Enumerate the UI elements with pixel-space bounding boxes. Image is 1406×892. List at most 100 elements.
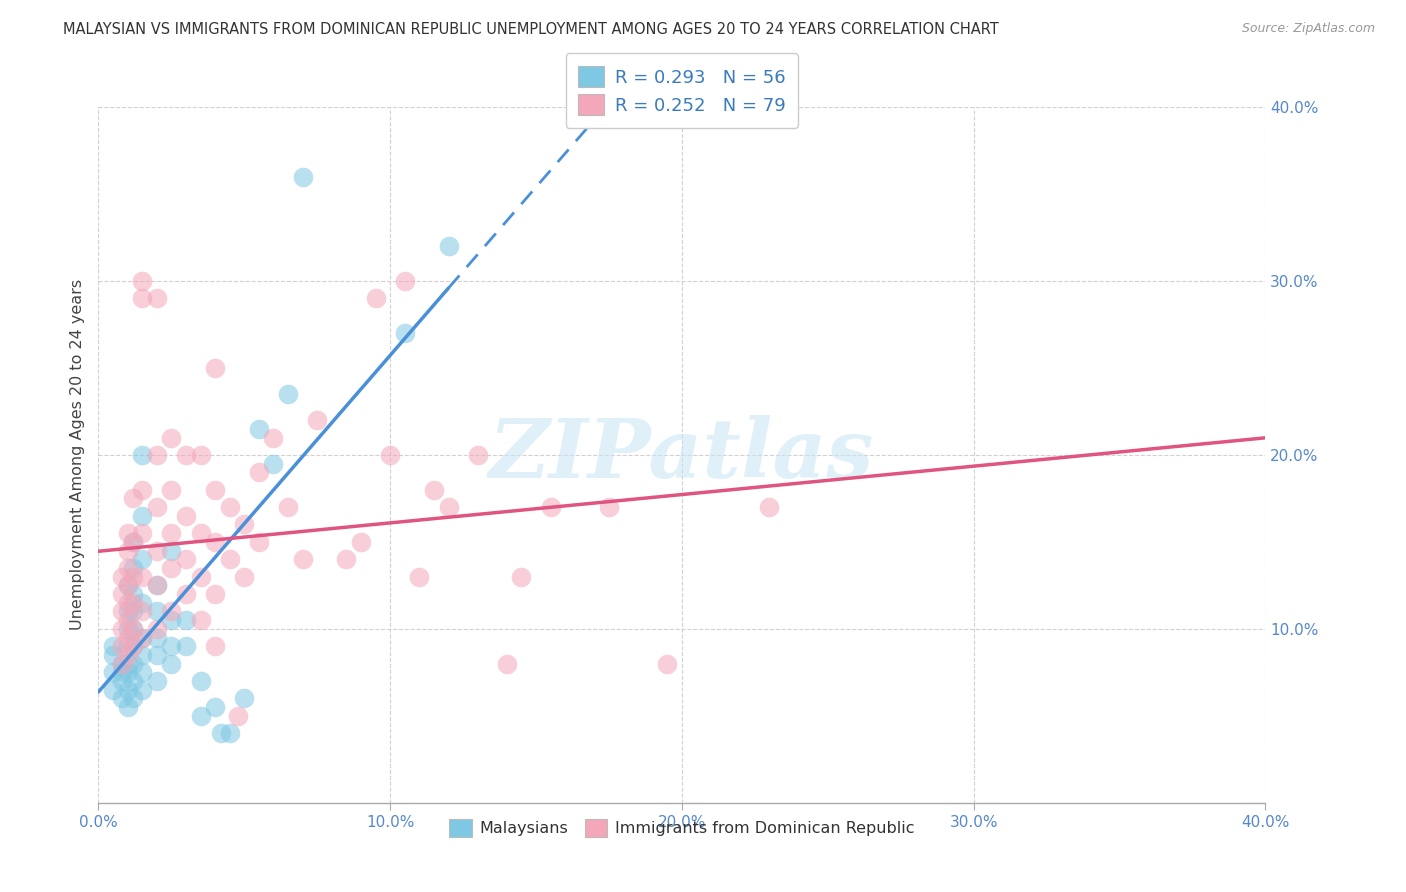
Point [174, 639, 197, 653]
Point [160, 561, 183, 575]
Point [111, 665, 134, 680]
Point [160, 613, 183, 627]
Point [131, 552, 153, 566]
Point [117, 613, 139, 627]
Point [394, 326, 416, 340]
Text: Source: ZipAtlas.com: Source: ZipAtlas.com [1241, 22, 1375, 36]
Point [111, 587, 134, 601]
Point [111, 674, 134, 689]
Text: ZIPatlas: ZIPatlas [489, 415, 875, 495]
Point [174, 508, 197, 523]
Point [146, 578, 169, 592]
Legend: Malaysians, Immigrants from Dominican Republic: Malaysians, Immigrants from Dominican Re… [440, 809, 924, 847]
Point [233, 570, 256, 584]
Point [122, 639, 145, 653]
Point [146, 622, 169, 636]
Point [101, 648, 124, 662]
Point [350, 534, 373, 549]
Point [160, 639, 183, 653]
Point [437, 500, 460, 514]
Point [146, 648, 169, 662]
Point [122, 491, 145, 506]
Point [117, 605, 139, 619]
Point [174, 613, 197, 627]
Point [131, 526, 153, 541]
Point [117, 578, 139, 592]
Point [190, 613, 212, 627]
Point [122, 622, 145, 636]
Point [247, 534, 270, 549]
Point [204, 534, 226, 549]
Point [209, 726, 232, 740]
Point [394, 274, 416, 288]
Point [190, 526, 212, 541]
Point [190, 570, 212, 584]
Point [117, 648, 139, 662]
Point [204, 639, 226, 653]
Point [146, 674, 169, 689]
Point [131, 570, 153, 584]
Point [233, 517, 256, 532]
Point [408, 570, 430, 584]
Point [380, 448, 402, 462]
Point [111, 691, 134, 706]
Point [111, 605, 134, 619]
Y-axis label: Unemployment Among Ages 20 to 24 years: Unemployment Among Ages 20 to 24 years [69, 279, 84, 631]
Point [122, 561, 145, 575]
Point [101, 682, 124, 697]
Point [117, 657, 139, 671]
Point [111, 657, 134, 671]
Point [160, 483, 183, 497]
Point [131, 648, 153, 662]
Point [204, 587, 226, 601]
Point [277, 387, 299, 401]
Point [540, 500, 562, 514]
Point [146, 631, 169, 645]
Point [131, 274, 153, 288]
Point [117, 596, 139, 610]
Point [146, 291, 169, 305]
Point [131, 508, 153, 523]
Point [262, 457, 284, 471]
Point [101, 665, 124, 680]
Point [160, 605, 183, 619]
Point [218, 726, 240, 740]
Point [228, 708, 250, 723]
Point [122, 639, 145, 653]
Point [598, 500, 620, 514]
Point [131, 596, 153, 610]
Point [174, 587, 197, 601]
Point [122, 587, 145, 601]
Point [160, 430, 183, 444]
Point [146, 500, 169, 514]
Point [131, 682, 153, 697]
Point [117, 578, 139, 592]
Point [146, 578, 169, 592]
Point [423, 483, 446, 497]
Point [117, 665, 139, 680]
Point [335, 552, 357, 566]
Point [117, 682, 139, 697]
Point [262, 430, 284, 444]
Point [204, 700, 226, 714]
Point [174, 448, 197, 462]
Point [204, 483, 226, 497]
Point [160, 526, 183, 541]
Point [233, 691, 256, 706]
Point [122, 657, 145, 671]
Point [122, 674, 145, 689]
Point [117, 700, 139, 714]
Text: MALAYSIAN VS IMMIGRANTS FROM DOMINICAN REPUBLIC UNEMPLOYMENT AMONG AGES 20 TO 24: MALAYSIAN VS IMMIGRANTS FROM DOMINICAN R… [63, 22, 1000, 37]
Point [657, 657, 679, 671]
Point [204, 360, 226, 375]
Point [758, 500, 780, 514]
Point [437, 239, 460, 253]
Point [131, 665, 153, 680]
Point [117, 622, 139, 636]
Point [117, 631, 139, 645]
Point [190, 448, 212, 462]
Point [277, 500, 299, 514]
Point [131, 483, 153, 497]
Point [174, 552, 197, 566]
Point [146, 605, 169, 619]
